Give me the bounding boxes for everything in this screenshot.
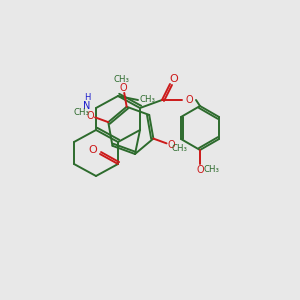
Text: CH₃: CH₃: [204, 166, 220, 175]
Text: CH₃: CH₃: [74, 108, 90, 117]
Text: CH₃: CH₃: [140, 95, 156, 104]
Text: O: O: [88, 145, 98, 155]
Text: O: O: [196, 165, 204, 175]
Text: O: O: [167, 140, 175, 150]
Text: CH₃: CH₃: [114, 75, 130, 84]
Text: N: N: [83, 101, 91, 111]
Text: O: O: [120, 83, 127, 93]
Text: H: H: [84, 94, 90, 103]
Text: CH₃: CH₃: [172, 144, 188, 153]
Text: O: O: [169, 74, 178, 84]
Text: O: O: [185, 95, 193, 105]
Text: O: O: [87, 111, 94, 121]
